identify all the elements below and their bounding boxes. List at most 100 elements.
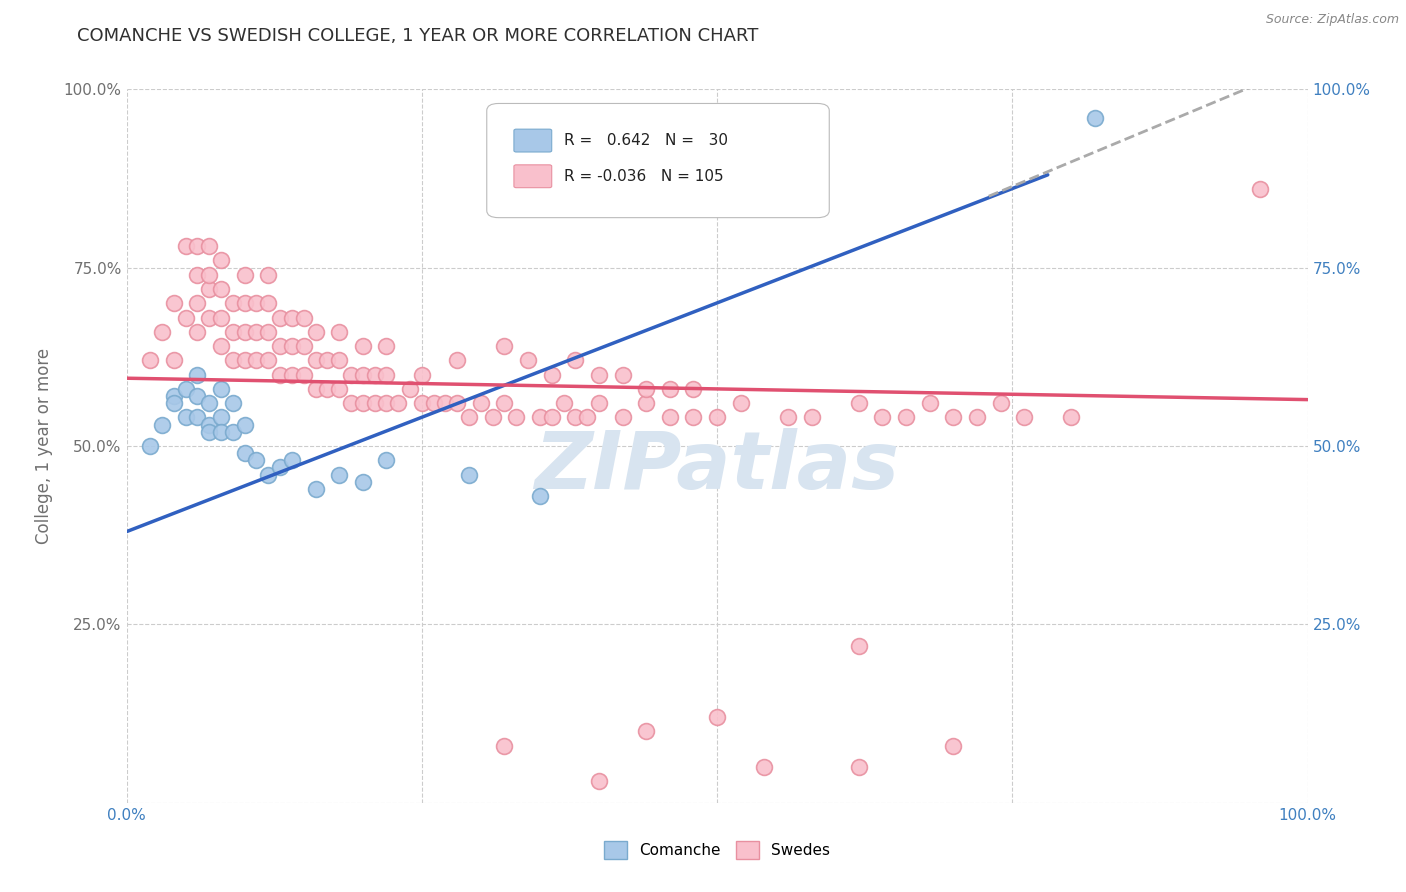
- Point: [363, 368, 385, 382]
- Point: [222, 353, 245, 368]
- Legend: Comanche, Swedes: Comanche, Swedes: [605, 841, 830, 859]
- Point: [529, 410, 551, 425]
- Point: [186, 389, 208, 403]
- Point: [458, 467, 481, 482]
- Point: [222, 325, 245, 339]
- Point: [186, 239, 208, 253]
- Point: [186, 368, 208, 382]
- Point: [174, 239, 197, 253]
- Point: [894, 410, 917, 425]
- Point: [245, 325, 267, 339]
- Point: [434, 396, 457, 410]
- Point: [174, 382, 197, 396]
- Point: [352, 368, 374, 382]
- Point: [186, 325, 208, 339]
- Point: [848, 760, 870, 774]
- Point: [800, 410, 823, 425]
- Point: [966, 410, 988, 425]
- Point: [316, 382, 339, 396]
- Point: [233, 296, 256, 310]
- Point: [257, 296, 280, 310]
- Point: [529, 489, 551, 503]
- Point: [481, 410, 503, 425]
- Point: [340, 396, 363, 410]
- Point: [209, 425, 232, 439]
- Point: [754, 760, 776, 774]
- Point: [209, 339, 232, 353]
- Point: [990, 396, 1012, 410]
- Point: [494, 339, 516, 353]
- Point: [730, 396, 752, 410]
- Point: [942, 739, 965, 753]
- Point: [588, 774, 610, 789]
- Text: ZIPatlas: ZIPatlas: [534, 428, 900, 507]
- Point: [517, 353, 540, 368]
- Point: [588, 396, 610, 410]
- Point: [292, 339, 315, 353]
- Point: [470, 396, 492, 410]
- Point: [494, 396, 516, 410]
- Point: [198, 417, 221, 432]
- Point: [292, 368, 315, 382]
- Point: [233, 353, 256, 368]
- FancyBboxPatch shape: [515, 129, 551, 152]
- Point: [245, 453, 267, 467]
- Point: [612, 410, 634, 425]
- Point: [222, 296, 245, 310]
- Text: Source: ZipAtlas.com: Source: ZipAtlas.com: [1265, 13, 1399, 27]
- Point: [352, 339, 374, 353]
- Point: [411, 396, 433, 410]
- Point: [706, 710, 728, 724]
- Point: [363, 396, 385, 410]
- Point: [375, 339, 398, 353]
- Point: [198, 396, 221, 410]
- Point: [269, 460, 291, 475]
- Text: R = -0.036   N = 105: R = -0.036 N = 105: [564, 169, 723, 184]
- Point: [446, 396, 468, 410]
- Point: [304, 482, 326, 496]
- Point: [375, 396, 398, 410]
- Point: [257, 353, 280, 368]
- Point: [281, 310, 304, 325]
- Point: [209, 410, 232, 425]
- Text: COMANCHE VS SWEDISH COLLEGE, 1 YEAR OR MORE CORRELATION CHART: COMANCHE VS SWEDISH COLLEGE, 1 YEAR OR M…: [77, 27, 759, 45]
- Point: [198, 425, 221, 439]
- Point: [281, 368, 304, 382]
- Point: [186, 296, 208, 310]
- Point: [245, 353, 267, 368]
- Point: [636, 382, 658, 396]
- Point: [658, 410, 681, 425]
- Point: [352, 475, 374, 489]
- Point: [257, 268, 280, 282]
- Point: [340, 368, 363, 382]
- Point: [304, 325, 326, 339]
- Point: [458, 410, 481, 425]
- Point: [1084, 111, 1107, 125]
- Point: [163, 396, 186, 410]
- Point: [328, 325, 350, 339]
- Point: [186, 410, 208, 425]
- Point: [269, 339, 291, 353]
- Point: [1249, 182, 1271, 196]
- Point: [328, 467, 350, 482]
- Point: [209, 282, 232, 296]
- Point: [1012, 410, 1035, 425]
- Point: [658, 382, 681, 396]
- Point: [222, 396, 245, 410]
- Point: [505, 410, 527, 425]
- Point: [269, 368, 291, 382]
- Point: [375, 368, 398, 382]
- Point: [316, 353, 339, 368]
- Y-axis label: College, 1 year or more: College, 1 year or more: [35, 348, 52, 544]
- Point: [375, 453, 398, 467]
- Point: [540, 410, 562, 425]
- Point: [209, 253, 232, 268]
- Point: [292, 310, 315, 325]
- Point: [422, 396, 444, 410]
- Point: [328, 382, 350, 396]
- Point: [245, 296, 267, 310]
- Point: [918, 396, 941, 410]
- Point: [257, 325, 280, 339]
- Point: [494, 739, 516, 753]
- Point: [139, 353, 162, 368]
